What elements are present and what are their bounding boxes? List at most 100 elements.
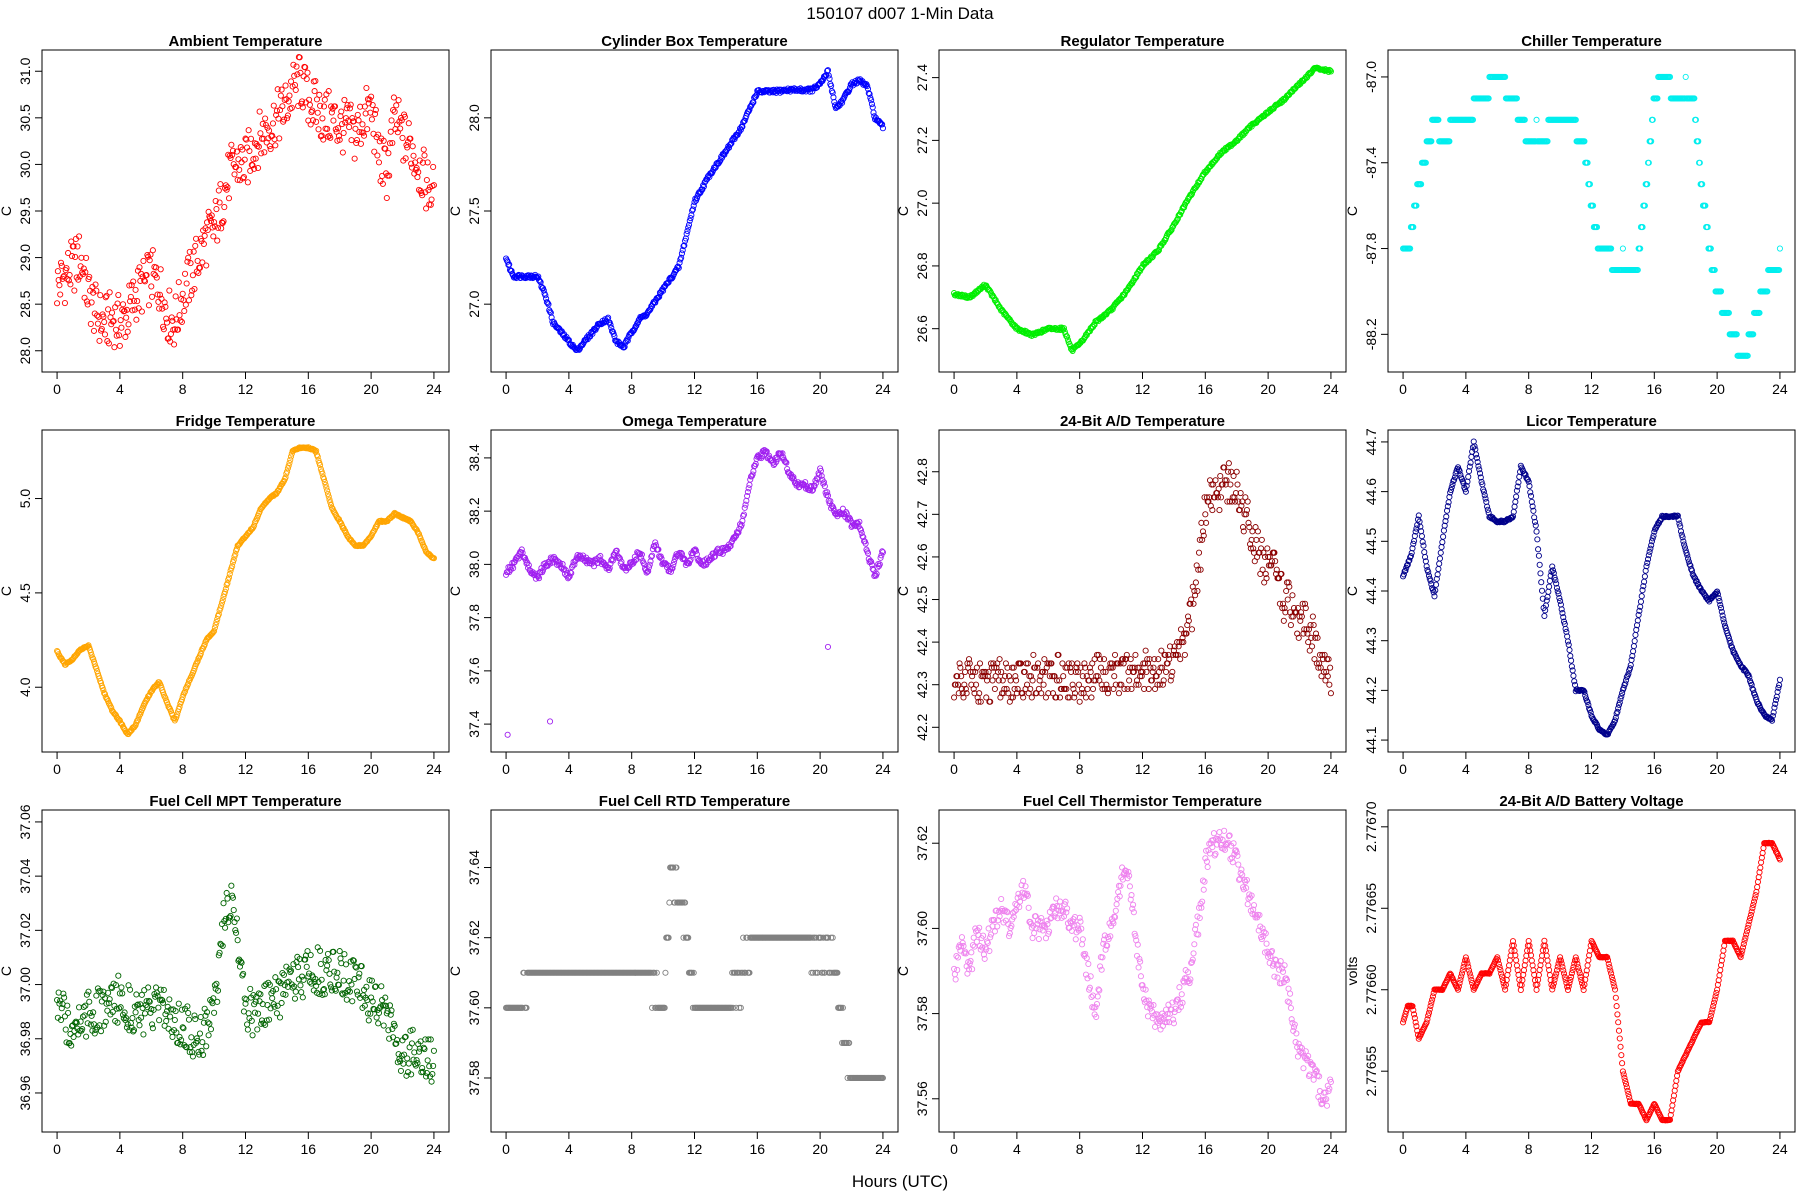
data-point [111, 344, 118, 351]
data-point [171, 326, 178, 333]
data-point [1076, 698, 1083, 705]
data-point [1234, 481, 1241, 488]
y-tick-label: 26.8 [914, 252, 930, 279]
data-point [411, 170, 418, 177]
x-tick-label: 24 [426, 761, 442, 777]
data-point [375, 131, 382, 138]
data-point [191, 285, 198, 293]
outlier-point [504, 731, 511, 738]
data-point [424, 159, 431, 166]
data-point [94, 312, 101, 319]
data-point [996, 656, 1003, 663]
data-point [214, 237, 221, 244]
series-points [1400, 438, 1783, 738]
data-point [1212, 477, 1219, 484]
data-point [234, 937, 241, 944]
data-point [363, 84, 370, 92]
data-point [163, 315, 170, 322]
x-tick-label: 0 [502, 761, 510, 777]
data-point [130, 278, 137, 285]
data-point [222, 182, 229, 189]
data-point [1082, 694, 1090, 701]
data-point [674, 263, 682, 270]
data-point [320, 103, 328, 110]
data-point [110, 318, 117, 325]
panel-title: Licor Temperature [1526, 413, 1657, 430]
data-point [414, 174, 421, 181]
data-point [378, 983, 385, 990]
data-point [103, 292, 110, 299]
x-tick-label: 4 [1462, 761, 1470, 777]
data-point [1418, 533, 1425, 540]
data-point [406, 1044, 413, 1051]
data-point [265, 127, 273, 134]
data-point [101, 318, 108, 326]
data-point [276, 107, 284, 114]
data-point [185, 254, 192, 261]
data-point [991, 685, 998, 693]
y-axis-label: C [447, 586, 463, 596]
data-point [275, 115, 282, 122]
data-point [736, 128, 743, 135]
y-axis-label: C [895, 586, 911, 596]
y-axis-label: C [895, 206, 911, 216]
data-point [1473, 451, 1480, 458]
data-point [678, 254, 685, 261]
data-point [1625, 670, 1632, 677]
data-point [54, 300, 61, 307]
y-tick-label: 44.5 [1363, 527, 1379, 554]
data-point [372, 106, 379, 114]
data-point [407, 135, 414, 142]
data-point [419, 159, 426, 166]
data-point [342, 119, 349, 126]
data-point [87, 320, 94, 327]
data-point [383, 194, 390, 202]
x-tick-label: 4 [1013, 761, 1021, 777]
data-point [1163, 668, 1170, 675]
data-point [94, 320, 101, 327]
data-point [105, 989, 112, 996]
data-point [229, 147, 236, 154]
data-point [116, 332, 123, 339]
data-point [1565, 641, 1572, 648]
data-point [278, 86, 285, 93]
data-point [430, 1062, 437, 1069]
data-point [96, 337, 103, 344]
data-point [204, 226, 211, 234]
data-point [299, 994, 306, 1001]
data-point [680, 243, 687, 250]
data-point [415, 169, 422, 176]
data-point [1469, 116, 1476, 123]
data-point [127, 986, 134, 993]
data-point [192, 242, 199, 249]
data-point [278, 999, 285, 1007]
data-point [68, 253, 76, 260]
data-point [668, 275, 675, 282]
data-point [1537, 570, 1544, 577]
x-tick-label: 12 [687, 381, 703, 397]
data-point [188, 1034, 195, 1041]
data-point [356, 970, 363, 977]
y-tick-label: 27.0 [914, 189, 930, 216]
data-point [294, 71, 301, 78]
data-point [256, 108, 263, 115]
data-point [80, 265, 87, 272]
plot-frame [938, 429, 1347, 753]
y-tick-label: 30.0 [17, 151, 33, 178]
data-point [196, 1030, 204, 1037]
data-point [1028, 694, 1035, 701]
x-tick-label: 16 [1198, 761, 1214, 777]
data-point [112, 326, 120, 333]
data-point [1627, 662, 1634, 669]
data-point [349, 998, 356, 1005]
data-point [328, 109, 335, 116]
data-point [397, 1067, 405, 1074]
data-point [122, 333, 129, 341]
data-point [262, 115, 269, 122]
data-point [976, 660, 984, 667]
data-point [82, 269, 89, 276]
data-point [123, 314, 130, 321]
data-point [157, 266, 164, 273]
figure-title: 150107 d007 1-Min Data [806, 4, 994, 23]
data-point [174, 326, 182, 333]
